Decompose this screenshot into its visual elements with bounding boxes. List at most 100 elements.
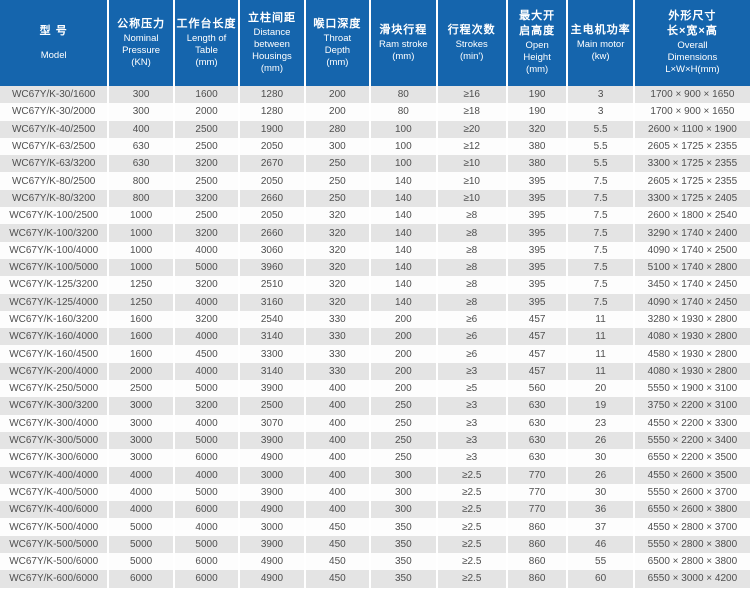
cell-overall_dimensions: 5550 × 2600 × 3700	[632, 483, 750, 502]
cell-strokes: ≥16	[435, 86, 506, 104]
cell-model: WC67Y/K-40/2500	[11, 123, 96, 135]
cell-overall_dimensions: 3450 × 1740 × 2450	[632, 276, 750, 294]
cell-overall_dimensions: 5550 × 1900 × 3100	[632, 380, 750, 398]
cell-ram_stroke: 80	[369, 103, 435, 121]
cell-housing_distance: 2050	[238, 207, 303, 225]
cell-strokes: ≥20	[435, 120, 506, 138]
cell-nominal_pressure: 630	[107, 137, 172, 156]
cell-throat_depth: 400	[303, 414, 369, 432]
cell-throat_depth: 320	[303, 276, 369, 294]
cell-ram_stroke: 200	[369, 380, 435, 398]
cell-throat_depth: 320	[303, 207, 369, 225]
cell-main_motor: 46	[566, 535, 632, 554]
column-header-overall_dimensions: 外形尺寸 长×宽×高 Overall Dimensions L×W×H(mm)	[632, 0, 750, 86]
column-header-en: Model	[40, 50, 67, 62]
cell-main_motor: 7.5	[566, 172, 632, 190]
cell-strokes: ≥3	[435, 397, 506, 415]
cell-housing_distance: 2500	[238, 397, 303, 415]
cell-nominal_pressure: 1000	[107, 224, 172, 242]
cell-strokes: ≥3	[435, 431, 506, 450]
cell-strokes: ≥8	[435, 258, 506, 277]
cell-throat_depth: 250	[303, 172, 369, 190]
cell-nominal_pressure: 6000	[107, 570, 172, 588]
cell-main_motor: 11	[566, 328, 632, 346]
cell-main_motor: 23	[566, 414, 632, 432]
table-header-row: 型 号 Model 公称压力 Nominal Pressure (KN) 工作台长度 Le…	[0, 0, 750, 86]
cell-ram_stroke: 250	[369, 449, 435, 467]
cell-ram_stroke: 200	[369, 345, 435, 363]
cell-main_motor: 7.5	[566, 224, 632, 242]
cell-model: WC67Y/K-125/4000	[9, 296, 99, 308]
cell-housing_distance: 1280	[238, 103, 303, 121]
cell-model: WC67Y/K-250/5000	[9, 383, 99, 395]
cell-housing_distance: 3900	[238, 380, 303, 398]
column-header-en: Length of Table (mm)	[186, 32, 227, 69]
cell-open_height: 457	[505, 310, 567, 329]
table-row: WC67Y/K-100/4000 1000 4000 3060 320 140 ≥8 395 7…	[0, 241, 750, 259]
column-header-ram_stroke: 滑块行程 Ram stroke (mm)	[369, 0, 435, 86]
cell-housing_distance: 1280	[238, 86, 303, 104]
cell-ram_stroke: 140	[369, 258, 435, 277]
cell-model: WC67Y/K-125/3200	[9, 279, 99, 291]
table-row: WC67Y/K-125/4000 1250 4000 3160 320 140 ≥8 395 7…	[0, 293, 750, 311]
cell-open_height: 770	[505, 483, 567, 502]
cell-strokes: ≥2.5	[435, 518, 506, 536]
column-header-en: Nominal Pressure (KN)	[122, 32, 161, 69]
cell-main_motor: 5.5	[566, 155, 632, 173]
cell-strokes: ≥2.5	[435, 501, 506, 519]
cell-model: WC67Y/K-160/3200	[9, 314, 99, 325]
cell-model: WC67Y/K-80/2500	[11, 175, 96, 187]
cell-throat_depth: 320	[303, 241, 369, 259]
cell-housing_distance: 2050	[238, 172, 303, 190]
cell-model: WC67Y/K-300/3200	[9, 400, 99, 412]
cell-overall_dimensions: 6550 × 2600 × 3800	[632, 501, 750, 519]
cell-model: WC67Y/K-500/6000	[9, 556, 99, 568]
cell-strokes: ≥2.5	[435, 553, 506, 571]
cell-housing_distance: 4900	[238, 449, 303, 467]
cell-throat_depth: 250	[303, 155, 369, 173]
column-header-cn: 公称压力	[117, 17, 166, 30]
table-row: WC67Y/K-400/4000 4000 4000 3000 400 300 ≥2.5 77…	[0, 466, 750, 484]
cell-main_motor: 26	[566, 466, 632, 484]
cell-nominal_pressure: 3000	[107, 431, 172, 450]
cell-housing_distance: 2510	[238, 276, 303, 294]
table-row: WC67Y/K-160/3200 1600 3200 2540 330 200 ≥6 457 1…	[0, 310, 750, 329]
cell-model: WC67Y/K-63/2500	[11, 141, 96, 153]
column-header-throat_depth: 喉口深度 Throat Depth (mm)	[303, 0, 369, 86]
cell-housing_distance: 3900	[238, 431, 303, 450]
cell-open_height: 630	[505, 449, 567, 467]
cell-overall_dimensions: 3290 × 1740 × 2400	[632, 224, 750, 242]
cell-strokes: ≥2.5	[435, 535, 506, 554]
cell-main_motor: 3	[566, 103, 632, 121]
cell-model: WC67Y/K-300/4000	[9, 417, 99, 429]
cell-ram_stroke: 350	[369, 570, 435, 588]
cell-table_length: 3200	[172, 397, 238, 415]
cell-open_height: 630	[505, 414, 567, 432]
cell-table_length: 2000	[172, 103, 238, 121]
cell-throat_depth: 400	[303, 431, 369, 450]
cell-nominal_pressure: 1000	[107, 207, 172, 225]
cell-model: WC67Y/K-160/4000	[9, 331, 99, 343]
cell-ram_stroke: 140	[369, 276, 435, 294]
cell-nominal_pressure: 1250	[107, 293, 172, 311]
cell-housing_distance: 4900	[238, 553, 303, 571]
table-row: WC67Y/K-100/5000 1000 5000 3960 320 140 ≥8 395 7…	[0, 258, 750, 277]
cell-open_height: 457	[505, 362, 567, 381]
cell-table_length: 1600	[172, 86, 238, 104]
cell-overall_dimensions: 6500 × 2800 × 3800	[632, 553, 750, 571]
table-row: WC67Y/K-500/6000 5000 6000 4900 450 350 ≥2.5 86…	[0, 553, 750, 571]
cell-open_height: 395	[505, 189, 567, 208]
table-row: WC67Y/K-80/2500 800 2500 2050 250 140 ≥10 395 7.…	[0, 172, 750, 190]
cell-throat_depth: 450	[303, 570, 369, 588]
cell-table_length: 5000	[172, 535, 238, 554]
cell-ram_stroke: 140	[369, 293, 435, 311]
cell-table_length: 4000	[172, 414, 238, 432]
cell-overall_dimensions: 2605 × 1725 × 2355	[632, 172, 750, 190]
cell-strokes: ≥8	[435, 276, 506, 294]
cell-nominal_pressure: 800	[107, 189, 172, 208]
cell-ram_stroke: 300	[369, 466, 435, 484]
cell-model: WC67Y/K-80/3200	[11, 192, 96, 204]
table-row: WC67Y/K-300/6000 3000 6000 4900 400 250 ≥3 630 3…	[0, 449, 750, 467]
cell-nominal_pressure: 2500	[107, 380, 172, 398]
table-row: WC67Y/K-160/4000 1600 4000 3140 330 200 ≥6 457 1…	[0, 328, 750, 346]
